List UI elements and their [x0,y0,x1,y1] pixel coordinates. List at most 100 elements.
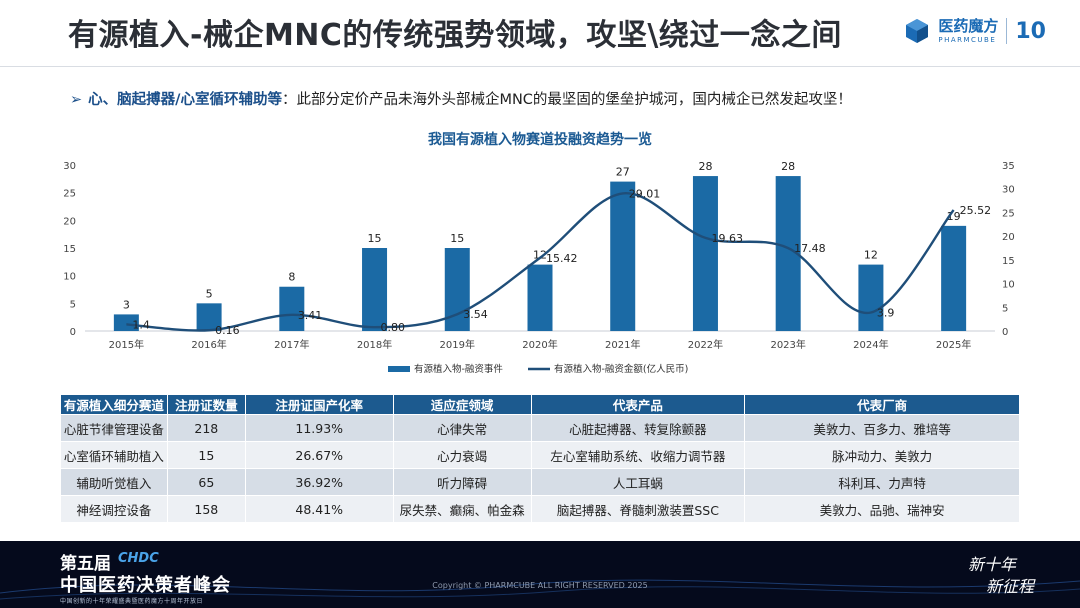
line-value-label: 3.54 [463,308,488,321]
brand-name: 医药魔方 [938,16,999,35]
bar-value-label: 12 [864,249,878,262]
bullet-arrow-icon: ➢ [70,92,83,108]
legend-bar-label: 有源植入物-融资事件 [414,363,503,375]
line-value-label: 17.48 [794,242,826,255]
line-value-label: 3.41 [298,309,323,322]
cell-products: 人工耳蜗 [530,468,746,496]
table-row: 辅助听觉植入 65 36.92% 听力障碍 人工耳蜗 科利耳、力声特 [60,468,1020,496]
header-cert-count: 注册证数量 [166,394,246,415]
right-axis-tick: 30 [1002,185,1015,196]
x-axis-tick: 2024年 [853,338,888,351]
left-axis-tick: 0 [70,327,76,338]
x-axis-tick: 2019年 [440,338,475,351]
cell-products: 左心室辅助系统、收缩力调节器 [530,441,746,469]
cell-products: 脑起搏器、脊髓刺激装置SSC [530,495,746,523]
key-point-highlight: 心、脑起搏器/心室循环辅助等 [88,92,282,108]
x-axis-tick: 2015年 [109,338,144,351]
cell-manufacturers: 美敦力、百多力、雅培等 [744,414,1020,442]
event-logo-chdc: CHDC [118,551,159,566]
line-value-label: 1.4 [132,318,150,331]
line-value-label: 15.42 [546,252,578,265]
cube-logo-icon [906,19,929,43]
header-products: 代表产品 [530,394,746,415]
cell-segment: 辅助听觉植入 [60,468,168,496]
cell-indication: 心力衰竭 [392,441,532,469]
left-axis-tick: 5 [70,299,76,310]
table-row: 心室循环辅助植入 15 26.67% 心力衰竭 左心室辅助系统、收缩力调节器 脉… [60,441,1020,469]
key-point-text: ：此部分定价产品未海外头部械企MNC的最坚固的堡垒护城河，国内械企已然发起攻坚！ [281,92,852,108]
x-axis-tick: 2018年 [357,338,392,351]
table-row: 心脏节律管理设备 218 11.93% 心律失常 心脏起搏器、转复除颤器 美敦力… [60,414,1020,442]
bar [196,303,222,331]
header-segment: 有源植入细分赛道 [60,394,168,415]
bar [610,181,636,331]
header-localization-rate: 注册证国产化率 [244,394,394,415]
legend-bar-swatch [388,366,410,372]
amount-series-line [126,192,955,332]
event-name: 中国医药决策者峰会 [60,575,231,596]
bar [858,264,884,331]
page-title: 有源植入-械企MNC的传统强势领域，攻坚\绕过一念之间 [68,18,842,53]
cell-localization-rate: 11.93% [244,414,394,442]
right-axis-tick: 25 [1002,208,1015,219]
cell-manufacturers: 脉冲动力、美敦力 [744,441,1020,469]
x-axis-tick: 2025年 [936,338,971,351]
cell-localization-rate: 36.92% [244,468,394,496]
brand-divider [1006,18,1008,44]
left-axis-tick: 20 [63,216,76,227]
bar [362,248,388,331]
cell-segment: 心脏节律管理设备 [60,414,168,442]
x-axis-tick: 2016年 [191,338,226,351]
header-manufacturers: 代表厂商 [744,394,1020,415]
right-axis-tick: 35 [1002,161,1015,172]
left-axis-tick: 15 [63,244,76,255]
cell-indication: 尿失禁、癫痫、帕金森 [392,495,532,523]
cell-segment: 神经调控设备 [60,495,168,523]
bar [279,286,305,331]
bar-value-label: 15 [368,232,382,245]
line-value-label: 0.16 [215,324,240,337]
copyright-text: Copyright © PHARMCUBE ALL RIGHT RESERVED… [432,581,648,590]
cell-localization-rate: 48.41% [244,495,394,523]
bar [527,264,553,331]
slogan-line-1: 新十年 [968,555,1017,574]
left-axis-tick: 25 [63,189,76,200]
line-value-label: 19.63 [711,232,743,245]
cell-cert-count: 158 [166,495,246,523]
footer-wave-decoration [0,579,1080,600]
bar-value-label: 3 [123,298,130,311]
bar [113,314,139,331]
cell-localization-rate: 26.67% [244,441,394,469]
bar [692,176,718,331]
line-value-label: 0.80 [381,321,406,334]
event-footer: 第五届 CHDC 中国医药决策者峰会 中国创新的十年荣耀盛典暨医药魔方十周年开放… [0,541,1080,608]
bar-value-label: 28 [698,160,712,173]
left-axis-tick: 10 [63,272,76,283]
cell-cert-count: 15 [166,441,246,469]
x-axis-tick: 2022年 [688,338,723,351]
bar-value-label: 27 [616,166,630,179]
bar-value-label: 12 [533,249,547,262]
right-axis-tick: 20 [1002,232,1015,243]
table-row: 神经调控设备 158 48.41% 尿失禁、癫痫、帕金森 脑起搏器、脊髓刺激装置… [60,495,1020,523]
bar-value-label: 8 [288,271,295,284]
right-axis-tick: 5 [1002,303,1008,314]
cell-cert-count: 65 [166,468,246,496]
anniversary-mark: 10 [1015,18,1046,44]
right-axis-tick: 15 [1002,256,1015,267]
key-point: ➢ 心、脑起搏器/心室循环辅助等：此部分定价产品未海外头部械企MNC的最坚固的堡垒… [70,88,852,109]
x-axis-tick: 2023年 [770,338,805,351]
line-value-label: 25.52 [960,204,992,217]
bar-value-label: 28 [781,160,795,173]
cell-segment: 心室循环辅助植入 [60,441,168,469]
bar-value-label: 15 [450,232,464,245]
event-tagline: 中国创新的十年荣耀盛典暨医药魔方十周年开放日 [60,598,204,605]
right-axis-tick: 0 [1002,327,1008,338]
right-axis-tick: 10 [1002,280,1015,291]
brand-logo: 医药魔方 PHARMCUBE 10 [904,14,1046,48]
table-header-row: 有源植入细分赛道 注册证数量 注册证国产化率 适应症领域 代表产品 代表厂商 [60,394,1020,415]
cell-manufacturers: 科利耳、力声特 [744,468,1020,496]
left-axis-tick: 30 [63,161,76,172]
event-edition: 第五届 [60,554,111,574]
cell-manufacturers: 美敦力、品驰、瑞神安 [744,495,1020,523]
